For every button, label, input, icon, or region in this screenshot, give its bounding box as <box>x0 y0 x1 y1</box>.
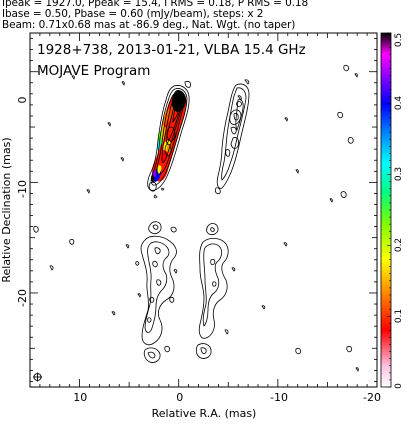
colorbar-label-0.1: 0.1 <box>394 309 404 323</box>
x-tick-label-0: 0 <box>176 391 183 404</box>
x-axis-title: Relative R.A. (mas) <box>152 407 257 420</box>
noise-contours <box>33 64 359 372</box>
x-tick-label-minus20: -20 <box>363 391 381 404</box>
x-tick-label-10: 10 <box>73 391 87 404</box>
y-tick-label-minus20: -20 <box>16 289 29 307</box>
colorbar-label-0.2: 0.2 <box>394 238 404 252</box>
colorbar-ticks <box>387 32 391 388</box>
axis-ticks <box>29 33 378 387</box>
polarized-intensity-panel <box>195 79 250 359</box>
colorbar-label-0.4: 0.4 <box>394 96 404 111</box>
colorbar-label-0.5: 0.5 <box>394 33 404 47</box>
x-tick-label-minus10: -10 <box>270 391 288 404</box>
total-intensity-panel <box>135 80 192 363</box>
header-beam-line: Beam: 0.71x0.68 mas at -86.9 deg., Nat. … <box>2 19 296 31</box>
y-axis-title: Relative Declination (mas) <box>0 137 13 282</box>
chart-subtitle: MOJAVE Program <box>37 63 150 79</box>
colorbar-label-0.3: 0.3 <box>394 167 404 181</box>
plot-frame <box>29 32 378 388</box>
y-tick-label-minus10: -10 <box>16 180 29 198</box>
colorbar-label-0: 0 <box>394 383 404 389</box>
chart-title: 1928+738, 2013-01-21, VLBA 15.4 GHz <box>37 42 306 58</box>
header-stats-line2: Ibase = 0.50, Pbase = 0.60 (mJy/beam), s… <box>2 8 264 20</box>
total-intensity-contours <box>135 80 192 363</box>
y-tick-label-0: 0 <box>16 97 29 104</box>
header-stats-line1: Ipeak = 1927.0, Ppeak = 15.4, I RMS = 0.… <box>2 0 309 9</box>
beam-marker <box>33 372 42 382</box>
